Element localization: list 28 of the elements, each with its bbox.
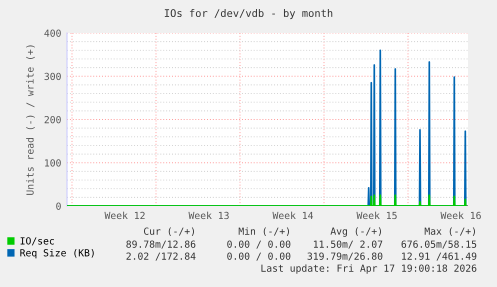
text: Last update: Fri Apr 17 19:00:18 2026 <box>261 264 476 274</box>
y-tick-label: 100 <box>45 159 61 167</box>
text: 0.00 / 0.00 <box>227 252 290 261</box>
x-tick-label: Week 14 <box>272 212 314 220</box>
text: 319.79m/26.80 <box>308 252 382 261</box>
text: Cur (-/+) <box>144 227 194 236</box>
text: 676.05m/58.15 <box>402 240 476 249</box>
x-tick-label: Week 13 <box>188 212 229 220</box>
text: Min (-/+) <box>238 227 289 236</box>
x-tick-label: Week 16 <box>440 212 481 220</box>
text: Max (-/+) <box>424 227 475 236</box>
text: 12.91 /461.49 <box>402 252 476 261</box>
text: Avg (-/+) <box>330 227 381 237</box>
text: 11.50m/ 2.07 <box>314 240 382 249</box>
chart-title: IOs for /dev/vdb - by month <box>164 8 332 20</box>
x-tick-label: Week 12 <box>104 212 145 220</box>
x-tick-label: Week 15 <box>356 212 397 220</box>
y-tick-label: 0 <box>56 202 61 210</box>
y-axis-title: Units read (-) / write (+) <box>26 45 35 195</box>
y-tick-label: 200 <box>44 116 61 124</box>
text: 0.00 / 0.00 <box>227 240 290 249</box>
text: 89.78m/12.86 <box>126 240 196 249</box>
y-tick-label: 300 <box>44 72 61 80</box>
legend-label: IO/sec <box>20 237 54 246</box>
line-series <box>67 194 467 206</box>
y-tick-label: 400 <box>44 30 61 37</box>
text: 2.02 /172.84 <box>126 252 196 261</box>
legend-label: Req Size (KB) <box>20 248 94 258</box>
